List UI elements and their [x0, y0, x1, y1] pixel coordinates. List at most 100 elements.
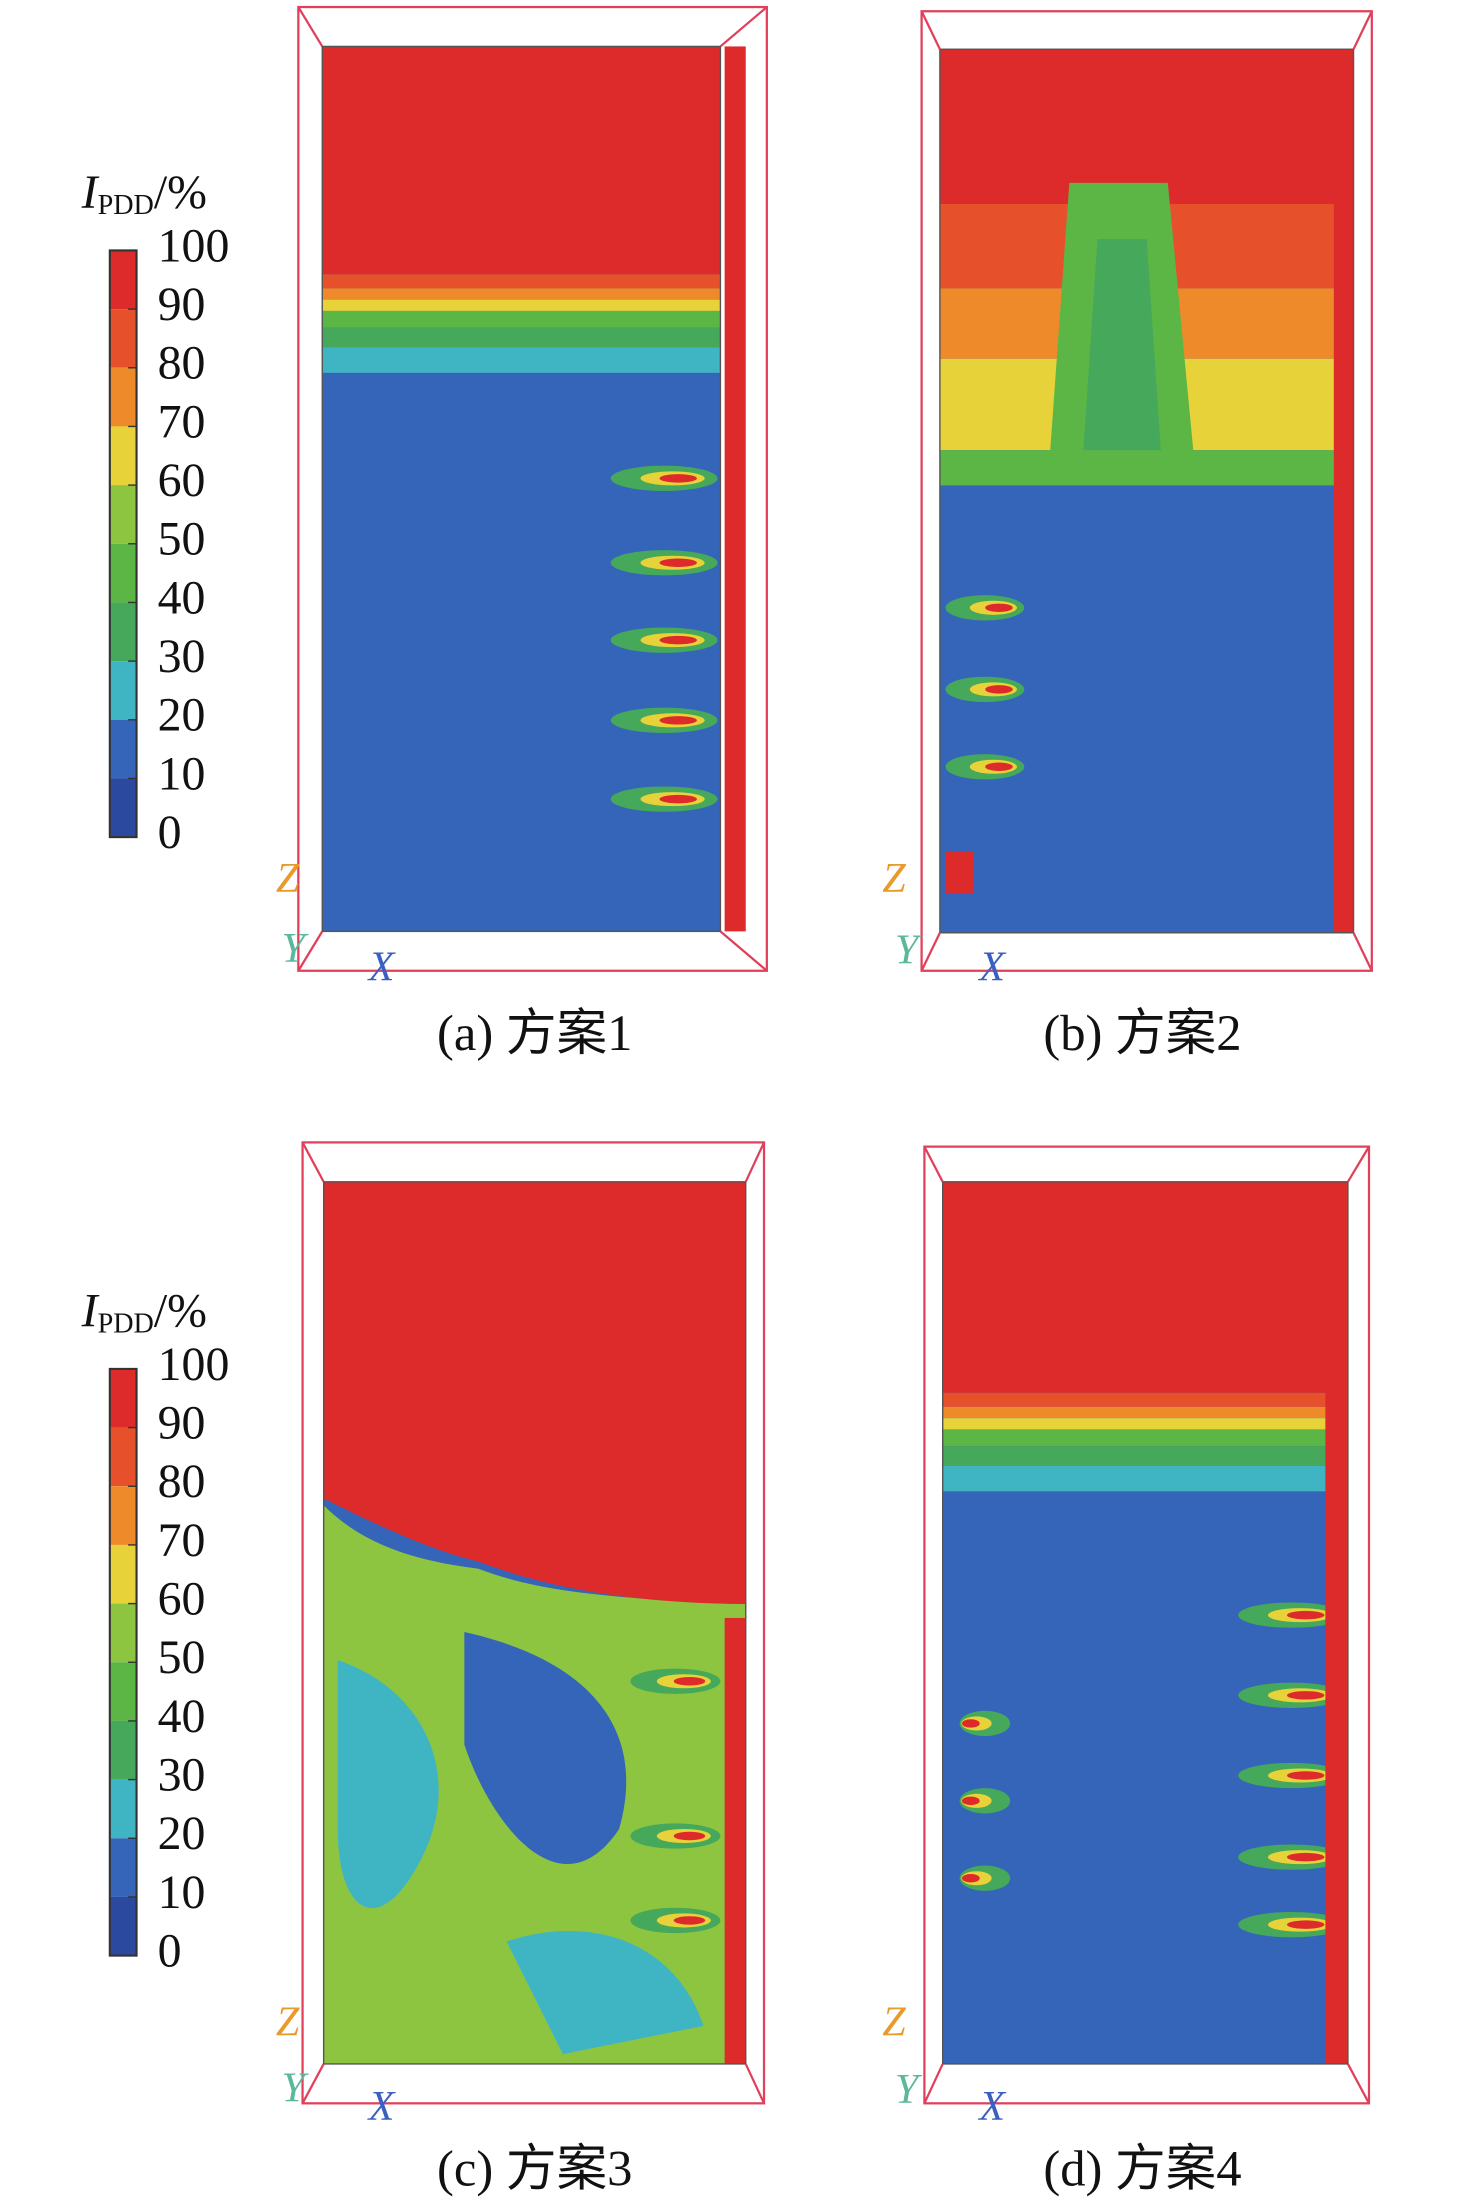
colorbar-label: IPDD/% — [81, 166, 207, 222]
colorbar-band — [109, 1720, 137, 1780]
colorbar-tick-label: 60 — [158, 1573, 206, 1626]
caption: (d) 方案4 — [1043, 2140, 1241, 2196]
colorbar-tick-label: 40 — [158, 571, 206, 624]
jet — [985, 603, 1013, 613]
frame-edges — [297, 6, 768, 972]
jet — [659, 635, 697, 645]
boundary-strip — [724, 46, 746, 932]
contour-region — [1083, 239, 1161, 451]
contour-band — [939, 49, 1354, 205]
colorbar-band — [109, 1544, 137, 1604]
frame-edges — [923, 1146, 1370, 2104]
label-symbol: I — [81, 1284, 100, 1337]
outer-frame — [297, 5, 768, 972]
jet — [659, 716, 697, 725]
boundary-strip — [724, 1617, 746, 2064]
label-symbol: I — [81, 166, 100, 219]
colorbar-band — [109, 1427, 137, 1487]
contour-region — [506, 1930, 704, 2055]
caption: (a) 方案1 — [437, 1005, 632, 1061]
label-unit: /% — [154, 1284, 207, 1337]
contour-band — [322, 288, 721, 300]
contour-band — [942, 1446, 1348, 1466]
colorbar-label: IPDD/% — [81, 1284, 207, 1340]
contour-band — [942, 1429, 1348, 1447]
colorbar-band — [109, 719, 137, 779]
axis-x: X — [977, 943, 1007, 990]
axis-x: X — [367, 2083, 397, 2130]
colorbar-tick-label: 80 — [158, 337, 206, 390]
colorbar-tick-label: 100 — [158, 219, 230, 272]
jet — [961, 1796, 980, 1806]
contour-band — [942, 1392, 1348, 1407]
colorbar-band — [109, 1896, 137, 1956]
contour-band — [322, 327, 721, 348]
jet — [1286, 1920, 1325, 1929]
colorbar-band — [109, 1838, 137, 1897]
boundary-strip — [945, 851, 974, 894]
jet — [673, 1831, 706, 1841]
jet — [985, 685, 1013, 694]
axis-z: Z — [882, 855, 906, 902]
axis-y: Y — [895, 927, 923, 974]
colorbar-tick-label: 0 — [158, 1925, 182, 1978]
jet — [961, 1874, 980, 1883]
plot-area-frame — [942, 1181, 1349, 2065]
contour-band — [942, 1466, 1348, 1492]
contour-panel — [920, 10, 1373, 972]
colorbar-band — [109, 426, 137, 486]
colorbar-tick-label: 10 — [158, 747, 206, 800]
jet — [1286, 1771, 1325, 1780]
axis-y: Y — [895, 2066, 923, 2113]
colorbar-band — [109, 367, 137, 427]
jet — [1286, 1852, 1325, 1862]
colorbar-tick-label: 10 — [158, 1866, 206, 1919]
colorbar-band — [109, 309, 137, 368]
axis-y: Y — [281, 2065, 309, 2112]
jet — [1286, 1610, 1325, 1620]
colorbar-tick-label: 80 — [158, 1455, 206, 1508]
colorbar-tick-label: 50 — [158, 1631, 206, 1684]
boundary-strip — [1325, 1181, 1348, 2064]
jet — [659, 794, 697, 804]
jet — [659, 558, 697, 567]
jet — [961, 1719, 980, 1728]
colorbar-tick-label: 90 — [158, 278, 206, 331]
axis-z: Z — [882, 1999, 906, 2046]
colorbar-tick-label: 60 — [158, 454, 206, 507]
colorbar-band — [109, 1662, 137, 1721]
axis-z: Z — [276, 1999, 300, 2046]
colorbar-tick-label: 100 — [158, 1338, 230, 1391]
contour-band — [322, 347, 721, 373]
jet — [673, 1916, 706, 1925]
colorbar-band — [109, 778, 137, 838]
contour-band — [942, 1406, 1348, 1419]
colorbar-band — [109, 250, 137, 310]
colorbar-tick-label: 30 — [158, 630, 206, 683]
colorbar-tick-label: 20 — [158, 689, 206, 742]
colorbar-tick-label: 50 — [158, 513, 206, 566]
axis-x: X — [977, 2083, 1007, 2130]
colorbar-tick-label: 30 — [158, 1749, 206, 1802]
colorbar-band — [109, 1603, 137, 1663]
colorbar-band — [109, 543, 137, 603]
outer-frame — [301, 1141, 766, 2105]
outer-frame — [923, 1145, 1371, 2105]
contour-region — [323, 1181, 746, 1604]
colorbar-band — [109, 1486, 137, 1545]
jet — [985, 762, 1013, 771]
colorbar-tick-label: 40 — [158, 1690, 206, 1743]
colorbar-tick-label: 70 — [158, 395, 206, 448]
label-subscript: PDD — [98, 191, 154, 222]
axis-y: Y — [281, 925, 309, 972]
jet — [659, 474, 697, 483]
colorbar-band — [109, 1779, 137, 1839]
plot-area-frame — [939, 48, 1355, 934]
frame-edges — [301, 1141, 766, 2104]
contour-band — [322, 274, 721, 289]
axis-x: X — [367, 943, 397, 990]
colorbar-tick-label: 20 — [158, 1807, 206, 1860]
frame-edges — [920, 10, 1373, 972]
caption: (c) 方案3 — [437, 2140, 632, 2196]
